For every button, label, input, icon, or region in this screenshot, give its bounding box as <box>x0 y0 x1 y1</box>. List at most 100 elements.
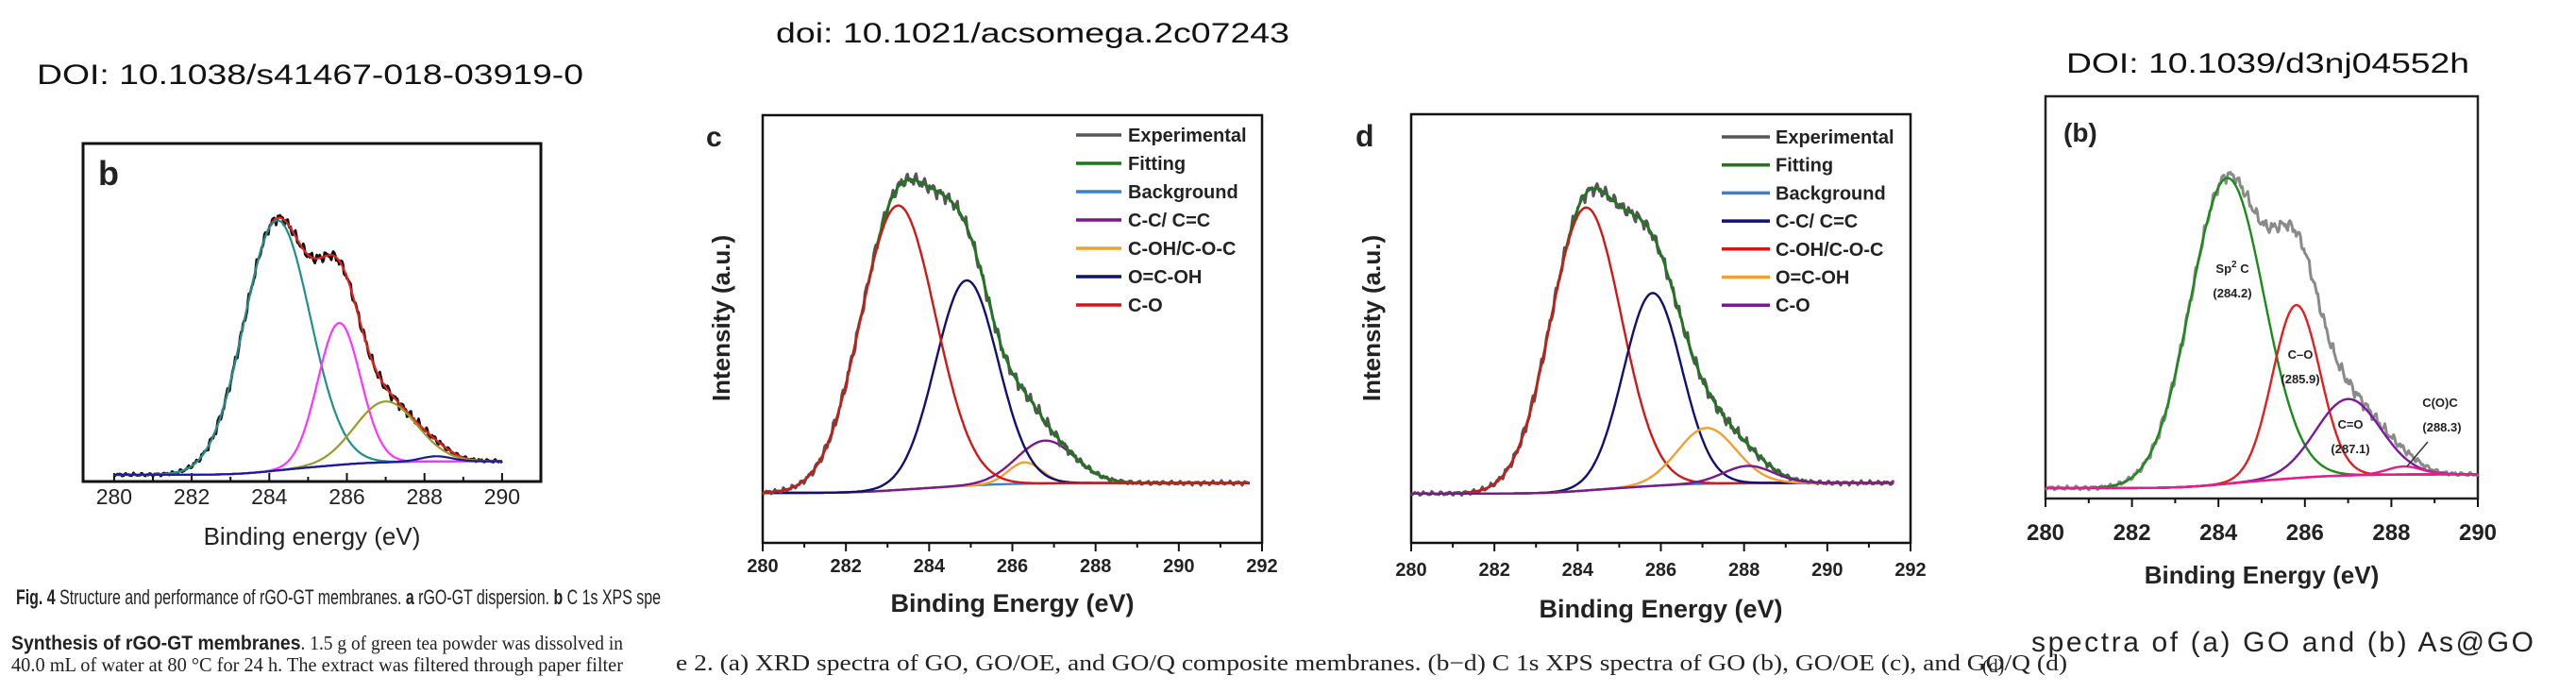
series-peak-6 <box>762 204 1250 494</box>
legend-entry: Experimental <box>1128 126 1247 146</box>
x-tick-label: 288 <box>1080 556 1111 577</box>
synthesis-heading: Synthesis of rGO-GT membranes <box>11 633 301 654</box>
x-tick-label: 284 <box>2199 520 2238 546</box>
panel-label: d <box>1355 119 1374 153</box>
peak-annotation-value: (287.1) <box>2331 442 2369 456</box>
x-axis-label: Binding Energy (eV) <box>2145 561 2379 589</box>
chart-panel-2: 280 282 284 286 288 290 292 Binding Energy (eV)… <box>1355 112 1927 623</box>
x-tick-label: 286 <box>1645 560 1676 581</box>
x-tick-label: 282 <box>2113 520 2151 546</box>
series-peak-2 <box>2045 303 2479 490</box>
x-tick-label: 286 <box>328 484 364 509</box>
x-axis-label: Binding energy (eV) <box>204 522 421 550</box>
panel-label: b <box>98 154 119 193</box>
right-caption-prefix: (d) <box>1982 656 2004 677</box>
x-tick-label: 290 <box>2459 520 2497 546</box>
annotation-superscript: 2 <box>2231 260 2237 270</box>
x-tick-label: 290 <box>1163 556 1194 577</box>
series-fit-1 <box>113 216 502 476</box>
plot-frame <box>761 113 1264 545</box>
right-doi: DOI: 10.1039/d3nj04552h <box>2066 48 2469 79</box>
panel-label: (b) <box>2063 118 2097 147</box>
left-figure-caption: Fig. 4 Structure and performance of rGO-… <box>16 585 661 609</box>
synthesis-text: . 1.5 g of green tea powder was dissolve… <box>301 632 624 654</box>
caption-text: Structure and performance of rGO-GT memb… <box>56 585 406 609</box>
x-tick-label: 284 <box>914 556 946 577</box>
plot-frame <box>2044 94 2480 500</box>
y-axis-label: Intensity (a.u.) <box>707 235 735 401</box>
series-peak-4 <box>1411 292 1894 495</box>
annotation-arrow <box>2406 441 2429 467</box>
legend: Experimental Fitting Background C-C/ C=C C-O… <box>1076 126 1247 316</box>
x-tick-label: 286 <box>2286 520 2324 546</box>
middle-figure-caption: e 2. (a) XRD spectra of GO, GO/OE, and G… <box>676 651 2067 676</box>
peak-annotation-label: Sp2 C <box>2215 260 2249 276</box>
legend-entry: Background <box>1776 183 1886 204</box>
x-tick-label: 288 <box>407 484 443 509</box>
legend-entry: Background <box>1128 182 1238 203</box>
x-tick-label: 284 <box>251 484 288 509</box>
x-tick-label: 280 <box>2027 520 2064 546</box>
series-background-5 <box>2045 473 2479 490</box>
x-tick-label: 286 <box>997 556 1028 577</box>
left-synthesis-line-2: 40.0 mL of water at 80 °C for 24 h. The … <box>11 653 623 676</box>
plot-frame <box>81 142 543 483</box>
annotation-text: C=O <box>2337 417 2363 431</box>
peak-annotation-label: C(O)C <box>2422 396 2458 410</box>
x-tick-label: 280 <box>747 556 778 577</box>
series-fit-2 <box>1411 187 1894 495</box>
legend: Experimental Fitting Background C-C/ C=C C-O… <box>1722 127 1894 316</box>
middle-doi: doi: 10.1021/acsomega.2c07243 <box>776 18 1289 49</box>
legend-entry: Fitting <box>1776 156 1833 177</box>
x-tick-label: 280 <box>1395 560 1426 581</box>
caption-panel-b: b <box>553 585 563 609</box>
left-doi: DOI: 10.1038/s41467-018-03919-0 <box>37 59 583 91</box>
peak-annotation-value: (284.2) <box>2213 286 2251 300</box>
series-peak-5 <box>113 400 502 476</box>
plot-frame <box>1409 112 1912 545</box>
legend-entry: C-O <box>1128 296 1163 316</box>
legend-entry: Fitting <box>1128 154 1186 175</box>
y-axis-label: Intensity (a.u.) <box>1357 235 1386 401</box>
x-axis-label: Binding Energy (eV) <box>890 589 1134 617</box>
x-axis-label: Binding Energy (eV) <box>1539 595 1782 623</box>
series-peak-3 <box>113 219 502 476</box>
x-tick-label: 290 <box>484 484 520 509</box>
right-figure-caption: spectra of (a) GO and (b) As@GO <box>2031 627 2534 658</box>
chart-panel-1: 280 282 284 286 288 290 292 Binding Energy (eV)… <box>706 113 1278 617</box>
caption-panel-a: a <box>406 585 414 609</box>
caption-text: C 1s XPS spe <box>563 585 661 609</box>
legend-entry: C-C/ C=C <box>1128 211 1210 231</box>
peak-annotation-label: C=O <box>2337 417 2363 431</box>
annotation-text: C <box>2237 262 2250 276</box>
legend-entry: Experimental <box>1776 127 1894 148</box>
x-tick-label: 288 <box>2372 520 2410 546</box>
x-tick-label: 282 <box>174 484 210 509</box>
chart-panel-0: 280 282 284 286 288 290 Binding energy (eV) b <box>81 142 543 550</box>
annotation-text: C(O)C <box>2422 396 2458 410</box>
x-tick-label: 282 <box>830 556 861 577</box>
x-tick-label: 292 <box>1246 556 1277 577</box>
legend-entry: C-O <box>1776 296 1810 316</box>
legend-entry: O=C-OH <box>1128 267 1202 288</box>
chart-panel-3: 280 282 284 286 288 290 Binding Energy (eV) (b)… <box>2027 94 2497 589</box>
x-tick-label: 280 <box>96 484 132 509</box>
series-peak-6 <box>1411 465 1894 495</box>
peak-annotation-value: (285.9) <box>2281 372 2319 386</box>
caption-text: rGO-GT dispersion. <box>414 585 554 609</box>
annotation-text: Sp <box>2215 262 2231 276</box>
caption-fig-label: Fig. 4 <box>16 585 56 609</box>
x-tick-label: 288 <box>1728 560 1759 581</box>
legend-entry: C-C/ C=C <box>1776 211 1858 232</box>
peak-annotation-label: C–O <box>2288 347 2314 362</box>
x-tick-label: 284 <box>1562 560 1594 581</box>
series-peak-6 <box>113 455 502 476</box>
series-peak-3 <box>763 279 1250 495</box>
legend-entry: O=C-OH <box>1776 268 1849 289</box>
panel-label: c <box>706 122 722 153</box>
x-tick-label: 290 <box>1811 560 1843 581</box>
annotation-text: C–O <box>2288 347 2314 362</box>
peak-annotation-value: (288.3) <box>2422 420 2461 434</box>
